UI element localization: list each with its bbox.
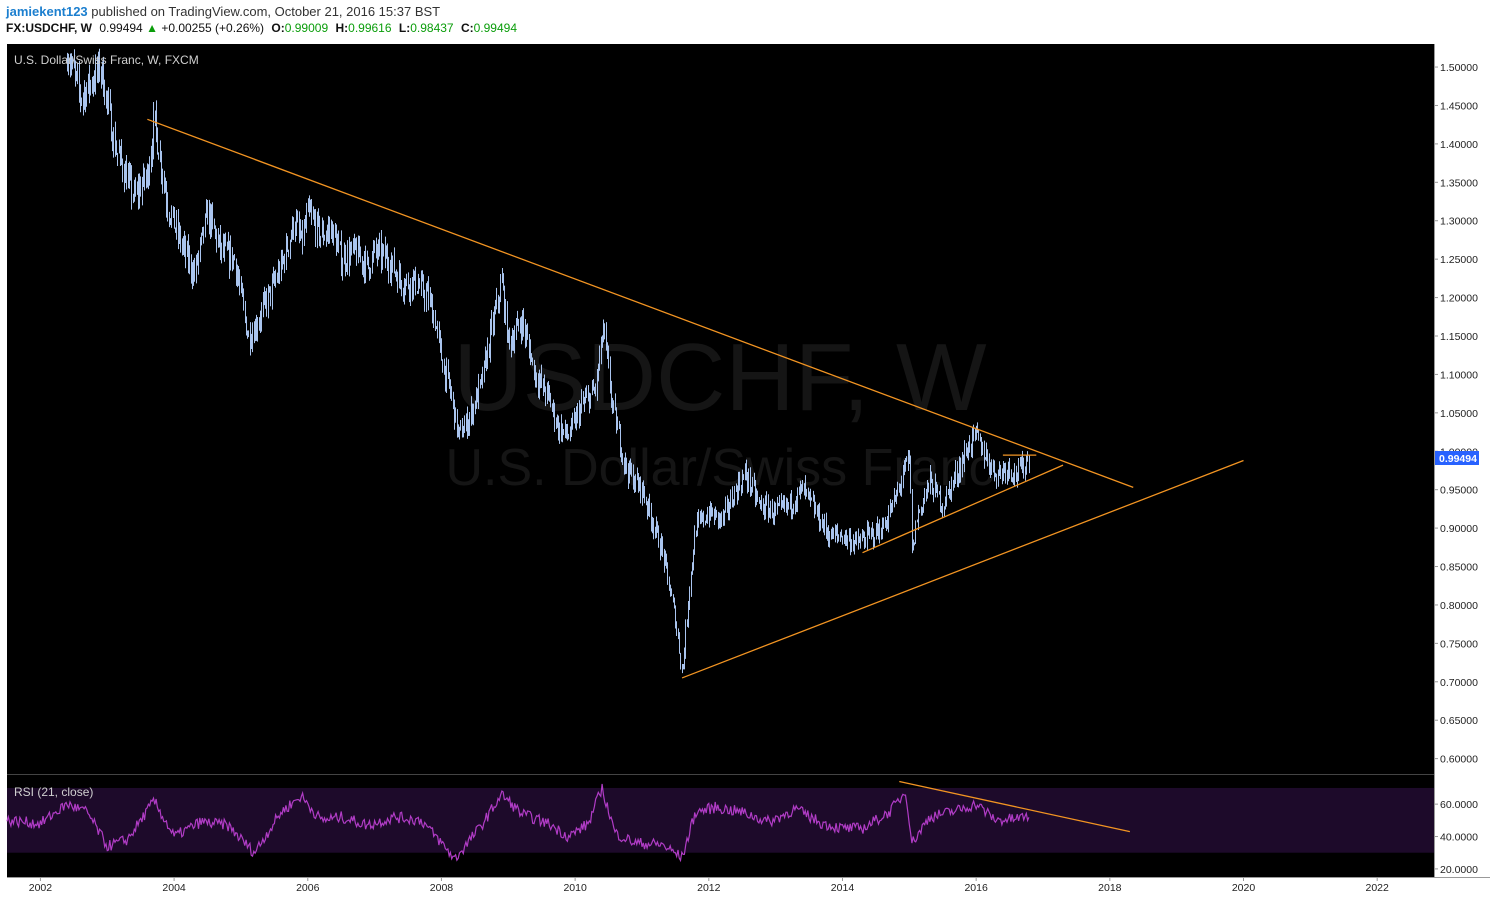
- rsi-tick-label: 40.0000: [1440, 832, 1478, 844]
- time-tick-label: 2002: [29, 882, 53, 894]
- price-tick-label: 0.85000: [1440, 562, 1478, 574]
- price-tick-label: 1.25000: [1440, 254, 1478, 266]
- last-price: 0.99494: [99, 21, 143, 35]
- price-tick-label: 1.20000: [1440, 293, 1478, 305]
- price-tick-label: 0.70000: [1440, 677, 1478, 689]
- rsi-band: [7, 787, 1434, 853]
- price-tick-label: 0.75000: [1440, 638, 1478, 650]
- time-tick-label: 2004: [162, 882, 186, 894]
- high-label: H:: [335, 21, 349, 35]
- price-axis[interactable]: 1.50000 1.45000 1.40000 1.35000 1.30000 1.250…: [1434, 62, 1478, 766]
- low-value: 0.98437: [410, 21, 454, 35]
- time-tick-label: 2018: [1098, 882, 1122, 894]
- price-change: +0.00255 (+0.26%): [161, 21, 265, 35]
- ohlc-bar: FX:USDCHF, W 0.99494 ▲ +0.00255 (+0.26%)…: [6, 21, 517, 35]
- up-arrow-icon: ▲: [146, 21, 158, 35]
- publish-info: jamiekent123 published on TradingView.co…: [6, 4, 440, 19]
- price-tick-label: 0.80000: [1440, 600, 1478, 612]
- rsi-pane-label: RSI (21, close): [14, 785, 93, 799]
- watermark-symbol: USDCHF, W: [453, 324, 987, 431]
- price-tick-label: 1.15000: [1440, 331, 1478, 343]
- main-trendlines[interactable]: [147, 118, 1244, 679]
- open-label: O:: [271, 21, 285, 35]
- price-tick-label: 1.50000: [1440, 62, 1478, 74]
- price-tick-label: 1.45000: [1440, 100, 1478, 112]
- trendline[interactable]: [681, 459, 1244, 679]
- low-label: L:: [398, 21, 411, 35]
- price-tick-label: 1.40000: [1440, 139, 1478, 151]
- trendline[interactable]: [147, 118, 1134, 488]
- rsi-line: [6, 783, 1030, 863]
- rsi-tick-label: 60.0000: [1440, 799, 1478, 811]
- time-tick-label: 2010: [563, 882, 587, 894]
- time-tick-label: 2022: [1366, 882, 1390, 894]
- price-tick-label: 1.05000: [1440, 408, 1478, 420]
- time-tick-label: 2016: [964, 882, 988, 894]
- open-value: 0.99009: [284, 21, 329, 35]
- rsi-tick-label: 20.0000: [1440, 864, 1478, 876]
- price-tick-label: 0.65000: [1440, 715, 1478, 727]
- price-tick-label: 1.35000: [1440, 177, 1478, 189]
- rsi-divergence-line[interactable]: [899, 780, 1131, 833]
- high-value: 0.99616: [348, 21, 392, 35]
- price-tick-label: 0.95000: [1440, 485, 1478, 497]
- time-axis[interactable]: 2002 2004 2006 2008 2010 2012 2014 2016 2018 2020…: [29, 877, 1389, 894]
- time-tick-label: 2006: [296, 882, 320, 894]
- close-label: C:: [460, 21, 474, 35]
- close-value: 0.99494: [473, 21, 518, 35]
- watermark-name: U.S. Dollar/Swiss Franc: [446, 439, 995, 497]
- last-price-tag-text: 0.99494: [1439, 453, 1477, 465]
- main-pane-label: U.S. Dollar/Swiss Franc, W, FXCM: [14, 53, 199, 67]
- price-tick-label: 1.30000: [1440, 216, 1478, 228]
- last-price-tag: [1435, 451, 1479, 465]
- rsi-trendline[interactable]: [899, 780, 1131, 833]
- published-text: published on TradingView.com, October 21…: [91, 4, 441, 19]
- trendline[interactable]: [862, 464, 1064, 554]
- author-link[interactable]: jamiekent123: [6, 4, 88, 19]
- time-tick-label: 2012: [697, 882, 721, 894]
- price-tick-label: 0.90000: [1440, 523, 1478, 535]
- price-tick-label: 0.60000: [1440, 754, 1478, 766]
- time-tick-label: 2008: [430, 882, 454, 894]
- main-pane[interactable]: [7, 44, 1434, 774]
- time-tick-label: 2020: [1232, 882, 1256, 894]
- price-tick-label: 1.10000: [1440, 369, 1478, 381]
- time-tick-label: 2014: [831, 882, 855, 894]
- symbol-label: FX:USDCHF, W: [6, 21, 92, 35]
- price-bars: [67, 48, 1030, 674]
- rsi-axis[interactable]: 60.0000 40.0000 20.0000: [1434, 799, 1478, 876]
